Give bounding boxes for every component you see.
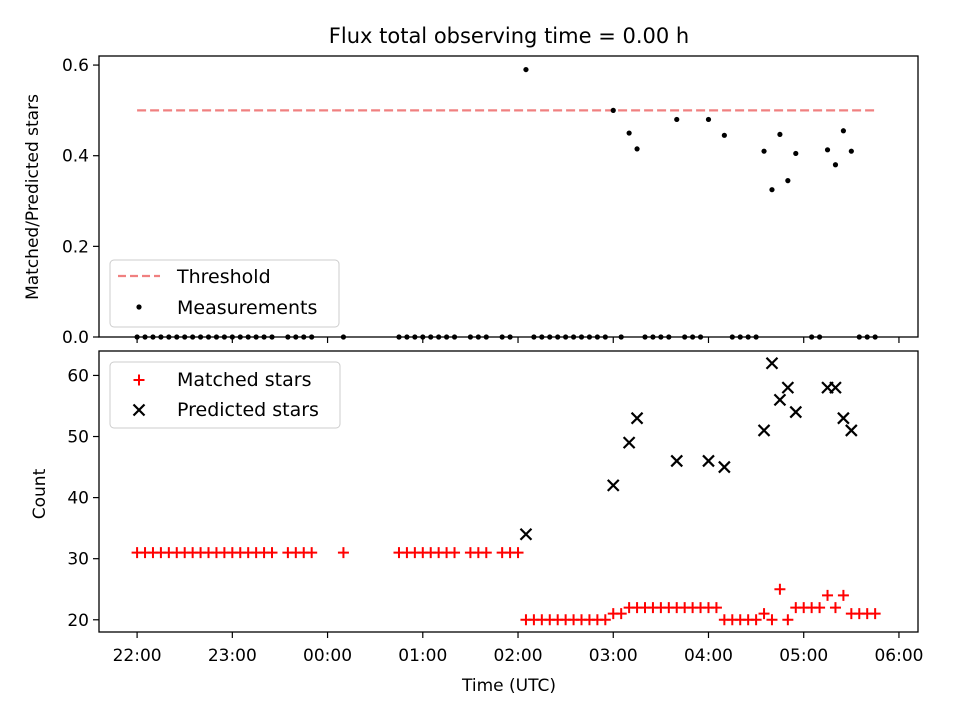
measurement-point bbox=[626, 130, 632, 136]
predicted-star-point bbox=[789, 405, 803, 419]
bottom-x-axis: 22:00 23:00 00:00 01:00 02:00 03:00 04:00 05:00… bbox=[113, 632, 923, 666]
x-axis-label: Time (UTC) bbox=[461, 676, 556, 696]
matched-star-point bbox=[814, 602, 826, 614]
predicted-star-point bbox=[622, 436, 636, 449]
legend-predicted-label: Predicted stars bbox=[177, 399, 319, 421]
matched-star-point bbox=[829, 602, 841, 614]
x-tick-label: 23:00 bbox=[208, 646, 257, 666]
bottom-panel: 20 30 40 50 60 22:00 23:00 00:00 01:00 02:00 03:0… bbox=[30, 350, 923, 696]
legend-measurements-swatch bbox=[136, 304, 142, 310]
predicted-star-point bbox=[606, 479, 620, 492]
predicted-star-point bbox=[837, 411, 850, 425]
chart-title: Flux total observing time = 0.00 h bbox=[329, 24, 689, 48]
top-x-axis bbox=[136, 337, 900, 343]
bottom-plot-area bbox=[131, 356, 881, 626]
measurement-point bbox=[674, 116, 680, 123]
predicted-star-point bbox=[845, 424, 858, 437]
predicted-star-point bbox=[670, 454, 684, 468]
predicted-star-point bbox=[773, 393, 787, 407]
bottom-legend-frame bbox=[109, 361, 341, 429]
measurement-point bbox=[769, 187, 775, 193]
measurement-point bbox=[824, 147, 831, 153]
y-tick-label: 40 bbox=[67, 489, 89, 509]
measurement-point bbox=[634, 146, 640, 152]
top-axes-frame bbox=[98, 55, 919, 338]
measurement-point bbox=[793, 150, 799, 157]
y-tick-label: 60 bbox=[67, 366, 89, 386]
measurement-point bbox=[610, 107, 616, 113]
y-tick-label: 30 bbox=[67, 550, 89, 570]
x-tick-label: 01:00 bbox=[398, 646, 447, 666]
y-tick-label: 0.0 bbox=[62, 328, 89, 348]
matched-star-point bbox=[599, 614, 611, 626]
legend-measurements-label: Measurements bbox=[177, 297, 317, 319]
top-legend: Threshold Measurements bbox=[109, 259, 340, 328]
measurement-point bbox=[777, 131, 783, 138]
y-tick-label: 20 bbox=[67, 611, 89, 631]
measurement-point bbox=[721, 132, 727, 138]
y-tick-label: 0.4 bbox=[62, 147, 89, 167]
y-tick-label: 0.6 bbox=[62, 56, 89, 76]
measurement-point bbox=[785, 178, 791, 184]
predicted-star-point bbox=[718, 460, 731, 474]
top-legend-frame bbox=[109, 259, 340, 328]
top-y-axis-label: Matched/Predicted stars bbox=[23, 94, 43, 300]
matched-star-point bbox=[837, 589, 849, 601]
legend-threshold-label: Threshold bbox=[176, 266, 271, 288]
matched-star-point bbox=[750, 614, 762, 626]
matched-star-point bbox=[766, 614, 778, 626]
matched-star-point bbox=[869, 608, 881, 620]
predicted-star-point bbox=[757, 424, 771, 437]
matched-star-point bbox=[306, 547, 318, 559]
matched-star-point bbox=[337, 547, 349, 559]
legend-predicted-swatch bbox=[132, 403, 146, 417]
legend-matched-marker bbox=[133, 374, 145, 386]
matched-star-point bbox=[480, 547, 492, 559]
top-panel: 0.0 0.2 0.4 0.6 Matched/Predicted stars Thr… bbox=[23, 55, 919, 348]
x-tick-label: 04:00 bbox=[684, 646, 733, 666]
predicted-star-point bbox=[702, 454, 715, 468]
x-tick-label: 05:00 bbox=[779, 646, 828, 666]
y-tick-label: 50 bbox=[67, 428, 89, 448]
x-tick-label: 00:00 bbox=[303, 646, 352, 666]
legend-matched-swatch bbox=[133, 374, 145, 386]
legend-predicted-marker bbox=[132, 403, 146, 417]
bottom-axes-frame bbox=[98, 350, 919, 633]
matched-star-point bbox=[512, 547, 524, 559]
bottom-y-axis-label: Count bbox=[30, 468, 50, 519]
matched-star-point bbox=[710, 602, 722, 614]
matched-star-point bbox=[758, 608, 770, 620]
matched-star-point bbox=[822, 589, 834, 601]
measurement-point bbox=[705, 116, 712, 123]
x-tick-label: 22:00 bbox=[113, 646, 162, 666]
x-tick-label: 03:00 bbox=[589, 646, 638, 666]
y-tick-label: 0.2 bbox=[62, 237, 89, 257]
measurement-point bbox=[840, 128, 847, 134]
predicted-star-point bbox=[829, 381, 842, 394]
matched-star-point bbox=[266, 547, 278, 559]
matched-star-point bbox=[774, 583, 786, 595]
predicted-star-point bbox=[630, 411, 644, 425]
top-y-axis: 0.0 0.2 0.4 0.6 bbox=[62, 56, 99, 348]
x-tick-label: 02:00 bbox=[494, 646, 543, 666]
measurement-point bbox=[848, 148, 854, 154]
measurement-point bbox=[761, 148, 767, 154]
x-tick-label: 06:00 bbox=[874, 646, 923, 666]
measurement-point bbox=[832, 162, 839, 168]
legend-matched-label: Matched stars bbox=[177, 369, 311, 391]
bottom-legend: Matched stars Predicted stars bbox=[109, 361, 341, 429]
matched-star-point bbox=[449, 547, 461, 559]
predicted-star-point bbox=[781, 381, 795, 394]
matched-star-point bbox=[782, 614, 794, 626]
predicted-star-point bbox=[765, 356, 779, 370]
bottom-y-axis: 20 30 40 50 60 bbox=[67, 366, 99, 631]
matched-star-point bbox=[615, 608, 627, 620]
measurement-point bbox=[523, 66, 529, 73]
predicted-star-point bbox=[519, 527, 533, 541]
